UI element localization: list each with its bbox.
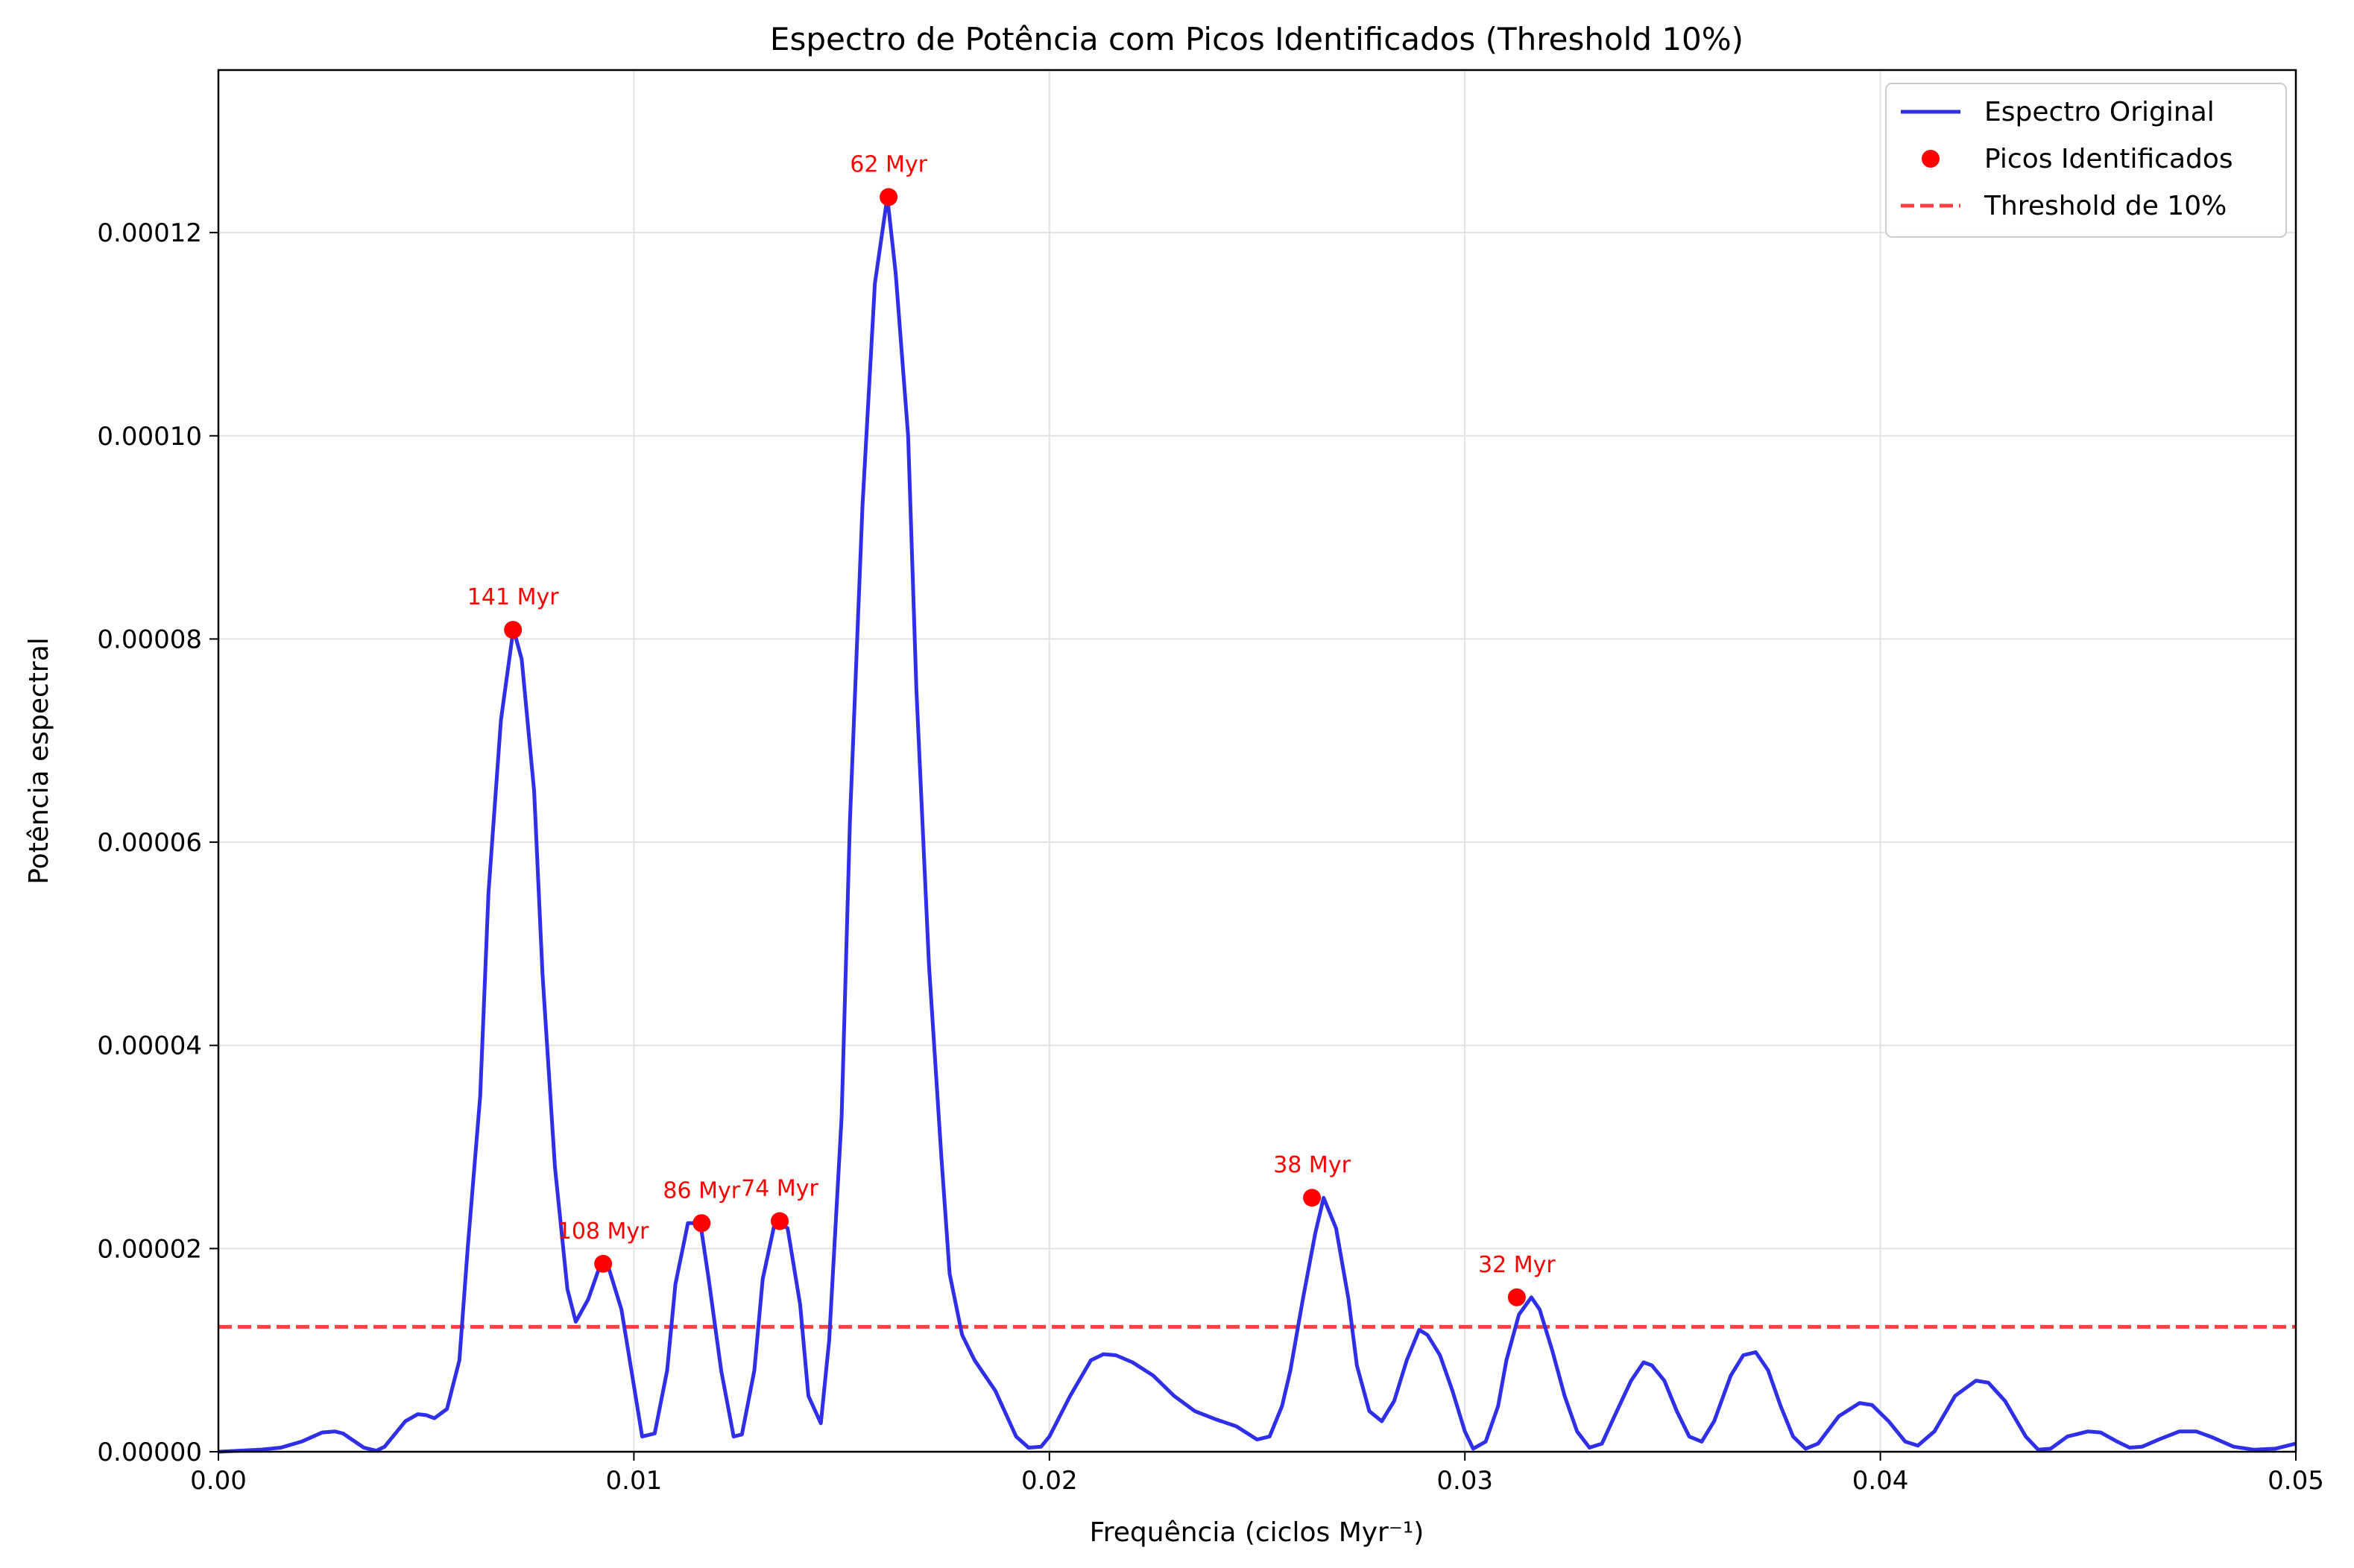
peak-label: 74 Myr <box>741 1176 818 1202</box>
legend-label-threshold: Threshold de 10% <box>1984 191 2227 221</box>
peak-marker <box>880 188 898 206</box>
spectrum-series <box>218 195 2297 1454</box>
legend-box <box>1885 83 2287 238</box>
x-tick-label: 0.01 <box>606 1466 663 1496</box>
peak-label: 141 Myr <box>467 584 559 610</box>
y-tick-label: 0.00004 <box>97 1031 202 1061</box>
peak-marker <box>504 621 523 639</box>
peak-marker <box>692 1214 711 1233</box>
x-axis-label: Frequência (ciclos Myr⁻¹) <box>1090 1517 1424 1548</box>
peak-label: 38 Myr <box>1273 1152 1351 1178</box>
peak-marker <box>1507 1288 1526 1306</box>
x-tick-label: 0.00 <box>190 1466 247 1496</box>
legend: Espectro Original Picos Identificados Th… <box>1885 83 2287 238</box>
x-tick-label: 0.02 <box>1021 1466 1078 1496</box>
legend-marker-swatch <box>1922 150 1940 168</box>
peak-marker <box>594 1254 613 1273</box>
y-tick-label: 0.00000 <box>97 1438 202 1467</box>
y-tick-label: 0.00002 <box>97 1234 202 1264</box>
peak-label: 108 Myr <box>558 1218 649 1245</box>
y-tick-label: 0.00010 <box>97 422 202 452</box>
x-tick-label: 0.04 <box>1852 1466 1909 1496</box>
y-tick-label: 0.00006 <box>97 828 202 858</box>
spectrum-line <box>218 195 2297 1454</box>
chart-title: Espectro de Potência com Picos Identific… <box>770 21 1744 57</box>
y-axis-label: Potência espectral <box>24 637 54 885</box>
plot-frame <box>217 69 2297 1453</box>
peak-marker <box>1303 1189 1322 1207</box>
peaks-series: 141 Myr 108 Myr 86 Myr 74 Myr 62 Myr 38 Myr 32… <box>467 151 1556 1306</box>
legend-label-peaks: Picos Identificados <box>1984 144 2233 174</box>
y-tick-label: 0.00012 <box>97 218 202 248</box>
peak-label: 62 Myr <box>850 151 927 177</box>
peak-label: 32 Myr <box>1478 1252 1556 1278</box>
peak-marker <box>771 1212 789 1230</box>
y-tick-label: 0.00008 <box>97 625 202 654</box>
x-tick-label: 0.05 <box>2268 1466 2324 1496</box>
legend-label-spectrum: Espectro Original <box>1984 97 2215 127</box>
x-tick-label: 0.03 <box>1436 1466 1493 1496</box>
peak-label: 86 Myr <box>663 1177 740 1204</box>
axis-ticks: 0.00 0.01 0.02 0.03 0.04 0.05 0.00000 0.00002 0.… <box>97 218 2323 1496</box>
